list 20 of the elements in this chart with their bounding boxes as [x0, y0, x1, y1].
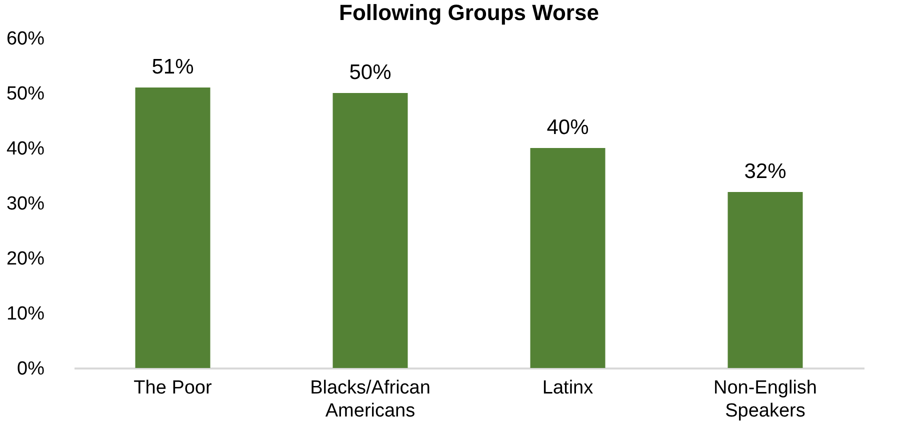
x-tick-label: Latinx — [542, 378, 594, 398]
data-label: 40% — [546, 116, 589, 139]
data-label: 50% — [349, 61, 392, 84]
y-tick-label: 30% — [6, 194, 45, 214]
bar — [332, 93, 408, 368]
bar — [530, 148, 606, 368]
y-tick-label: 50% — [6, 84, 45, 104]
x-tick-label: Non-English Speakers — [714, 378, 817, 422]
y-tick-label: 60% — [6, 28, 45, 50]
x-tick-label: The Poor — [134, 378, 212, 398]
data-label: 51% — [152, 56, 194, 78]
y-tick-label: 10% — [6, 304, 45, 324]
x-tick-label: Blacks/African Americans — [310, 378, 430, 422]
data-label: 32% — [744, 160, 786, 183]
y-tick-label: 20% — [6, 248, 45, 270]
bar — [135, 88, 210, 368]
chart-title: Following Groups Worse — [339, 0, 599, 25]
y-tick-label: 0% — [17, 358, 45, 380]
bar — [728, 192, 803, 368]
y-tick-label: 40% — [6, 138, 45, 160]
